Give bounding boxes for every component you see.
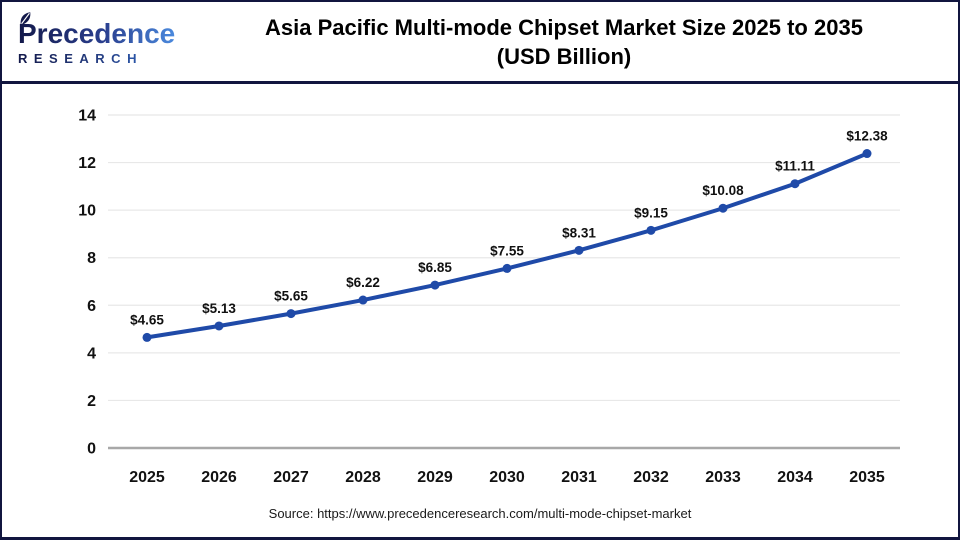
chart-title-line2: (USD Billion) [496, 43, 632, 69]
data-point-marker [646, 225, 656, 235]
data-point-marker [790, 179, 800, 189]
x-tick-label: 2033 [705, 469, 741, 486]
value-label: $4.65 [130, 312, 164, 327]
value-label: $5.65 [274, 289, 308, 304]
y-tick-label: 8 [87, 250, 96, 267]
chart-title-line1: Asia Pacific Multi-mode Chipset Market S… [265, 14, 863, 40]
x-tick-label: 2026 [201, 469, 237, 486]
plot-area: 0 2 4 6 8 10 12 14 2025 2026 2027 2028 2029 2030 2031 2… [2, 84, 958, 504]
value-label: $10.08 [702, 183, 744, 198]
source-attribution: Source: https://www.precedenceresearch.c… [268, 506, 692, 521]
value-label: $9.15 [634, 205, 668, 220]
x-tick-label: 2028 [345, 469, 381, 486]
data-point-marker [718, 203, 728, 213]
data-point-marker [286, 309, 296, 319]
x-tick-label: 2029 [417, 469, 453, 486]
value-label: $7.55 [490, 243, 524, 258]
logo: Precedence RESEARCH [18, 11, 178, 66]
data-point-marker [142, 332, 152, 342]
value-label: $6.85 [418, 260, 452, 275]
y-tick-label: 14 [78, 108, 96, 125]
value-label: $8.31 [562, 225, 596, 240]
x-tick-label: 2032 [633, 469, 669, 486]
data-point-marker [574, 245, 584, 255]
x-tick-label: 2030 [489, 469, 525, 486]
header: Precedence RESEARCH Asia Pacific Multi-m… [2, 2, 958, 84]
y-tick-label: 10 [78, 203, 96, 220]
value-label: $12.38 [846, 129, 888, 144]
chart-title: Asia Pacific Multi-mode Chipset Market S… [178, 13, 958, 71]
x-tick-label: 2025 [129, 469, 165, 486]
y-tick-label: 12 [78, 155, 96, 172]
y-tick-label: 2 [87, 393, 96, 410]
logo-leaf-icon [20, 11, 31, 25]
value-label: $5.13 [202, 301, 236, 316]
data-point-marker [430, 280, 440, 290]
y-tick-label: 4 [87, 345, 96, 362]
logo-wordmark: Precedence [18, 17, 176, 49]
data-point-marker [358, 295, 368, 305]
logo-subtext: RESEARCH [18, 51, 178, 66]
line-chart: 0 2 4 6 8 10 12 14 2025 2026 2027 2028 2029 2030 2031 2… [78, 108, 900, 486]
x-tick-label: 2034 [777, 469, 813, 486]
data-point-marker [214, 321, 224, 331]
value-label: $11.11 [775, 159, 815, 174]
x-tick-label: 2035 [849, 469, 885, 486]
x-tick-label: 2031 [561, 469, 597, 486]
value-label: $6.22 [346, 275, 380, 290]
data-point-marker [502, 263, 512, 273]
x-tick-label: 2027 [273, 469, 309, 486]
y-tick-label: 0 [87, 441, 96, 458]
data-point-marker [862, 149, 872, 159]
y-tick-label: 6 [87, 298, 96, 315]
